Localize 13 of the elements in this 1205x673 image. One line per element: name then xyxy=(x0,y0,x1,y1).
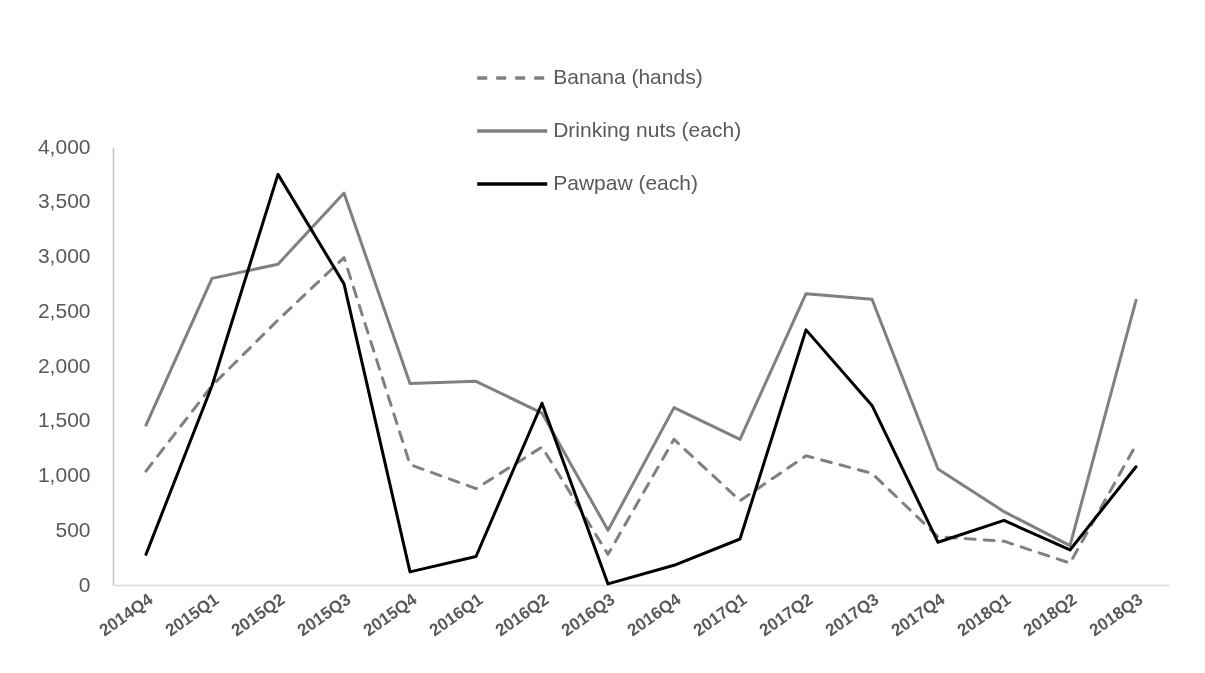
legend-label: Banana (hands) xyxy=(553,65,703,88)
y-tick-label: 1,500 xyxy=(37,408,91,432)
y-tick-label: 2,000 xyxy=(37,353,91,377)
y-tick-label: 500 xyxy=(55,517,91,541)
y-tick-label: 3,000 xyxy=(37,244,91,267)
y-tick-label: 0 xyxy=(78,572,91,596)
legend-label: Drinking nuts (each) xyxy=(553,118,742,141)
y-tick-label: 4,000 xyxy=(37,134,91,158)
y-tick-label: 2,500 xyxy=(37,298,91,322)
y-tick-label: 3,500 xyxy=(37,189,91,213)
y-tick-label: 1,000 xyxy=(37,463,91,486)
legend-label: Pawpaw (each) xyxy=(553,171,698,194)
line-series xyxy=(144,256,1138,565)
